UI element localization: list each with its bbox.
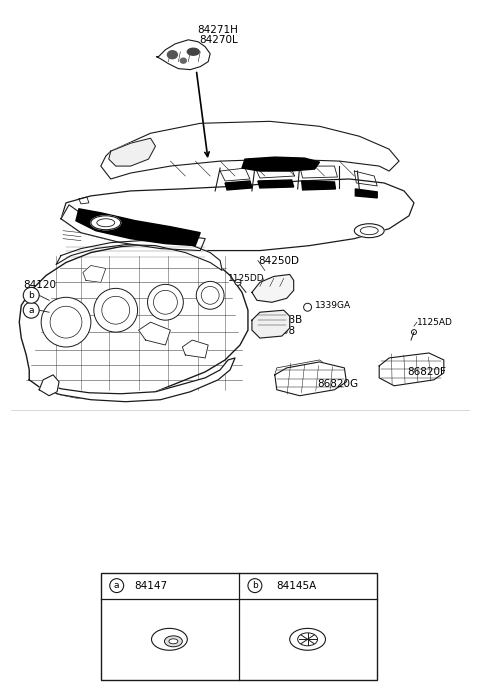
Polygon shape: [61, 205, 205, 251]
Text: 1339GA: 1339GA: [314, 301, 351, 310]
Ellipse shape: [354, 224, 384, 238]
Ellipse shape: [152, 629, 187, 650]
Text: a: a: [28, 306, 34, 315]
Polygon shape: [61, 179, 414, 251]
Circle shape: [235, 279, 241, 286]
Text: b: b: [28, 290, 34, 300]
Text: 84120D: 84120D: [148, 236, 190, 246]
Text: 71238: 71238: [262, 326, 295, 336]
Text: 86820F: 86820F: [407, 367, 446, 377]
Circle shape: [248, 579, 262, 593]
Ellipse shape: [91, 216, 120, 230]
Ellipse shape: [168, 50, 178, 59]
Circle shape: [147, 284, 183, 320]
Polygon shape: [301, 181, 336, 190]
Circle shape: [41, 298, 91, 347]
Text: 86820G: 86820G: [318, 379, 359, 389]
Circle shape: [94, 288, 138, 332]
Circle shape: [110, 579, 124, 593]
Circle shape: [23, 302, 39, 318]
Polygon shape: [39, 375, 59, 396]
Text: 84271H: 84271H: [198, 25, 239, 35]
Ellipse shape: [187, 48, 199, 55]
Polygon shape: [242, 157, 320, 171]
Polygon shape: [225, 181, 252, 190]
Text: b: b: [252, 581, 258, 590]
Polygon shape: [156, 40, 210, 69]
Text: 84270L: 84270L: [199, 35, 238, 45]
Text: 84250D: 84250D: [258, 256, 299, 265]
Polygon shape: [83, 265, 106, 282]
Ellipse shape: [298, 633, 318, 646]
Text: 84145A: 84145A: [276, 580, 317, 591]
Text: 84147: 84147: [134, 580, 167, 591]
Polygon shape: [182, 340, 208, 358]
Polygon shape: [43, 358, 235, 402]
Polygon shape: [258, 180, 294, 188]
Polygon shape: [139, 322, 170, 345]
Polygon shape: [101, 121, 399, 179]
Text: 71248B: 71248B: [262, 315, 302, 326]
Text: 84120: 84120: [23, 281, 56, 290]
Polygon shape: [19, 244, 248, 400]
Polygon shape: [76, 209, 200, 246]
Polygon shape: [109, 138, 156, 166]
Circle shape: [304, 303, 312, 312]
Polygon shape: [252, 310, 290, 338]
Polygon shape: [252, 274, 294, 302]
Text: 1125DD: 1125DD: [228, 274, 264, 283]
Text: a: a: [114, 581, 120, 590]
Text: 1125AD: 1125AD: [417, 318, 453, 327]
Bar: [101, 573, 377, 680]
Polygon shape: [275, 362, 347, 396]
Polygon shape: [56, 241, 222, 270]
Ellipse shape: [180, 58, 186, 63]
Polygon shape: [379, 353, 444, 386]
Ellipse shape: [165, 636, 182, 647]
Ellipse shape: [290, 629, 325, 650]
Circle shape: [23, 288, 39, 303]
Ellipse shape: [169, 639, 178, 644]
Polygon shape: [355, 189, 377, 198]
Circle shape: [196, 281, 224, 309]
